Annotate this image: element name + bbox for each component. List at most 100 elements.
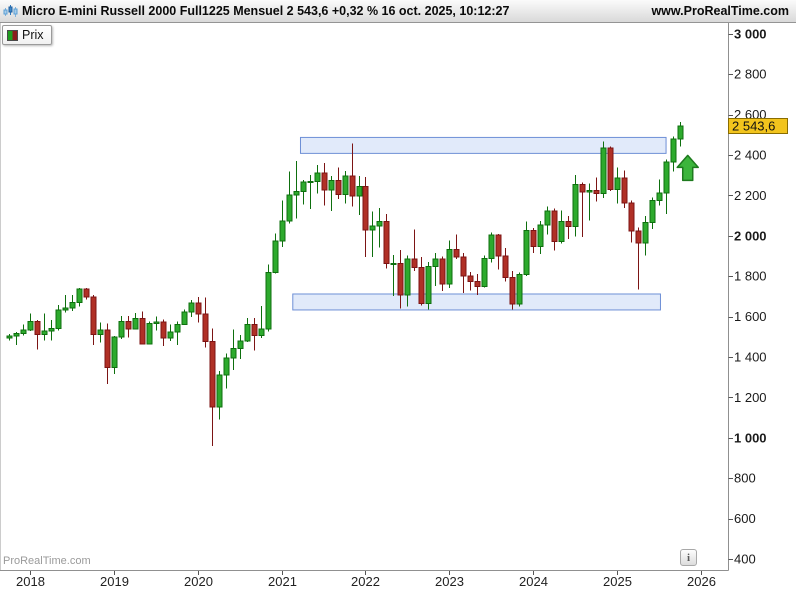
candle-body	[607, 147, 614, 190]
candle-body	[223, 357, 230, 376]
candle-body	[439, 258, 446, 285]
price-tick-label: 2 200	[734, 188, 767, 203]
year-label: 2019	[100, 574, 129, 589]
watermark: ProRealTime.com	[3, 555, 91, 567]
price-indicator-button[interactable]: Prix	[2, 25, 52, 45]
candle-body	[335, 180, 342, 196]
candle-body	[34, 321, 41, 335]
year-label: 2021	[268, 574, 297, 589]
candle-body	[55, 309, 62, 329]
candle-body	[293, 190, 300, 196]
candle-body	[265, 271, 272, 330]
candle-body	[572, 183, 579, 227]
candle-body	[27, 321, 34, 331]
price-tick-label: 1 600	[734, 309, 767, 324]
candle-body	[125, 321, 132, 330]
candle-body	[69, 301, 76, 309]
candle-body	[565, 221, 572, 227]
info-button-label: i	[686, 551, 691, 564]
candle-body	[160, 321, 167, 339]
candle-body	[300, 181, 307, 192]
price-tick-label: 1 400	[734, 350, 767, 365]
year-label: 2025	[603, 574, 632, 589]
resistance-zone[interactable]	[299, 136, 667, 154]
candle-body	[6, 335, 13, 339]
candle-body	[230, 348, 237, 359]
candle-body	[432, 258, 439, 268]
candle-body	[558, 221, 565, 242]
year-label: 2024	[519, 574, 548, 589]
candle-body	[383, 221, 390, 264]
candle-body	[167, 331, 174, 339]
candle-body	[593, 190, 600, 194]
candle-body	[516, 273, 523, 305]
candle-body	[614, 177, 621, 190]
current-price-text: 2 543,6	[732, 118, 775, 133]
candle-body	[670, 138, 677, 163]
candle-body	[635, 230, 642, 244]
candle-body	[188, 302, 195, 313]
candle-body	[209, 341, 216, 408]
candle-body	[314, 172, 321, 183]
candle-body	[272, 240, 279, 273]
candle-body	[446, 249, 453, 285]
candle-body	[139, 317, 146, 345]
candle-body	[453, 249, 460, 258]
candle-body	[621, 177, 628, 204]
candle-body	[104, 329, 111, 369]
candle-body	[244, 323, 251, 342]
candle-body	[195, 302, 202, 315]
candle-body	[600, 147, 607, 194]
current-price-label	[728, 117, 788, 134]
candle-body	[202, 313, 209, 343]
candle-body	[677, 125, 684, 140]
price-tick-label: 2 400	[734, 148, 767, 163]
website-link[interactable]: www.ProRealTime.com	[651, 4, 789, 18]
candle-body	[467, 275, 474, 282]
candle-body	[390, 262, 397, 265]
price-tick-label: 400	[734, 552, 756, 567]
candle-body	[502, 255, 509, 278]
candle-body	[579, 183, 586, 193]
price-tick-label: 600	[734, 511, 756, 526]
price-tick-label: 3 000	[734, 26, 767, 41]
time-axis[interactable]: 2018 2019 2020 2021 2022 2023 2024 2025 2026	[16, 571, 716, 589]
price-tick-label: 1 200	[734, 390, 767, 405]
candle-body	[642, 221, 649, 244]
candle-body	[544, 210, 551, 226]
candle-body	[404, 258, 411, 296]
candle-body	[418, 266, 425, 304]
price-tick-label: 2 800	[734, 67, 767, 82]
price-tick-label: 800	[734, 471, 756, 486]
candle-body	[530, 229, 537, 248]
candle-body	[279, 220, 286, 242]
candle-body	[397, 262, 404, 296]
candle-body	[321, 172, 328, 191]
candle-body	[509, 276, 516, 305]
support-zone[interactable]	[292, 293, 661, 311]
candle-body	[356, 185, 363, 197]
candle-body	[411, 258, 418, 268]
candle-body	[551, 210, 558, 242]
up-arrow-marker[interactable]	[676, 154, 699, 182]
candle-body	[586, 190, 593, 193]
candle-body	[83, 288, 90, 298]
candle-body	[349, 175, 356, 197]
candle-body	[20, 329, 27, 334]
candle-body	[48, 327, 55, 332]
candle-body	[216, 374, 223, 408]
candle-body	[474, 280, 481, 288]
price-tick-label: 1 000	[734, 430, 767, 445]
year-label: 2020	[184, 574, 213, 589]
info-button[interactable]: i	[680, 549, 697, 566]
candle-body	[376, 221, 383, 227]
year-label: 2018	[16, 574, 45, 589]
candle-body	[537, 224, 544, 248]
candle-body	[307, 181, 314, 184]
candle-body	[460, 256, 467, 277]
candle-body	[369, 225, 376, 231]
price-indicator-label: Prix	[22, 28, 44, 42]
candle-body	[41, 330, 48, 335]
